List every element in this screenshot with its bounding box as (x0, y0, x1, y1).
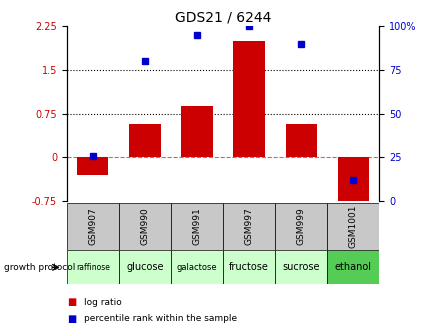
Bar (274, 250, 326, 284)
Bar (274, 203, 326, 250)
Bar (285, 124, 316, 157)
Bar (129, 124, 160, 157)
Bar (171, 250, 223, 284)
Text: GSM991: GSM991 (192, 208, 201, 245)
Text: GSM907: GSM907 (88, 208, 97, 245)
Bar (223, 250, 274, 284)
Bar (119, 250, 171, 284)
Text: GSM999: GSM999 (296, 208, 305, 245)
Text: GSM1001: GSM1001 (348, 205, 357, 248)
Text: galactose: galactose (176, 263, 217, 272)
Title: GDS21 / 6244: GDS21 / 6244 (175, 11, 270, 25)
Bar (233, 41, 264, 157)
Bar (326, 203, 378, 250)
Bar (67, 250, 119, 284)
Text: growth protocol: growth protocol (4, 263, 76, 272)
Text: ethanol: ethanol (334, 262, 371, 272)
Text: glucose: glucose (126, 262, 163, 272)
Text: ■: ■ (67, 314, 76, 324)
Bar (337, 157, 368, 207)
Text: GSM997: GSM997 (244, 208, 253, 245)
Text: ■: ■ (67, 298, 76, 307)
Text: raffinose: raffinose (76, 263, 110, 272)
Text: percentile rank within the sample: percentile rank within the sample (84, 314, 236, 323)
Bar (77, 157, 108, 175)
Bar (119, 203, 171, 250)
Bar (171, 203, 223, 250)
Text: GSM990: GSM990 (140, 208, 149, 245)
Bar (223, 203, 274, 250)
Bar (326, 250, 378, 284)
Bar (181, 106, 212, 157)
Text: log ratio: log ratio (84, 298, 122, 307)
Text: sucrose: sucrose (282, 262, 319, 272)
Text: fructose: fructose (229, 262, 268, 272)
Bar (67, 203, 119, 250)
